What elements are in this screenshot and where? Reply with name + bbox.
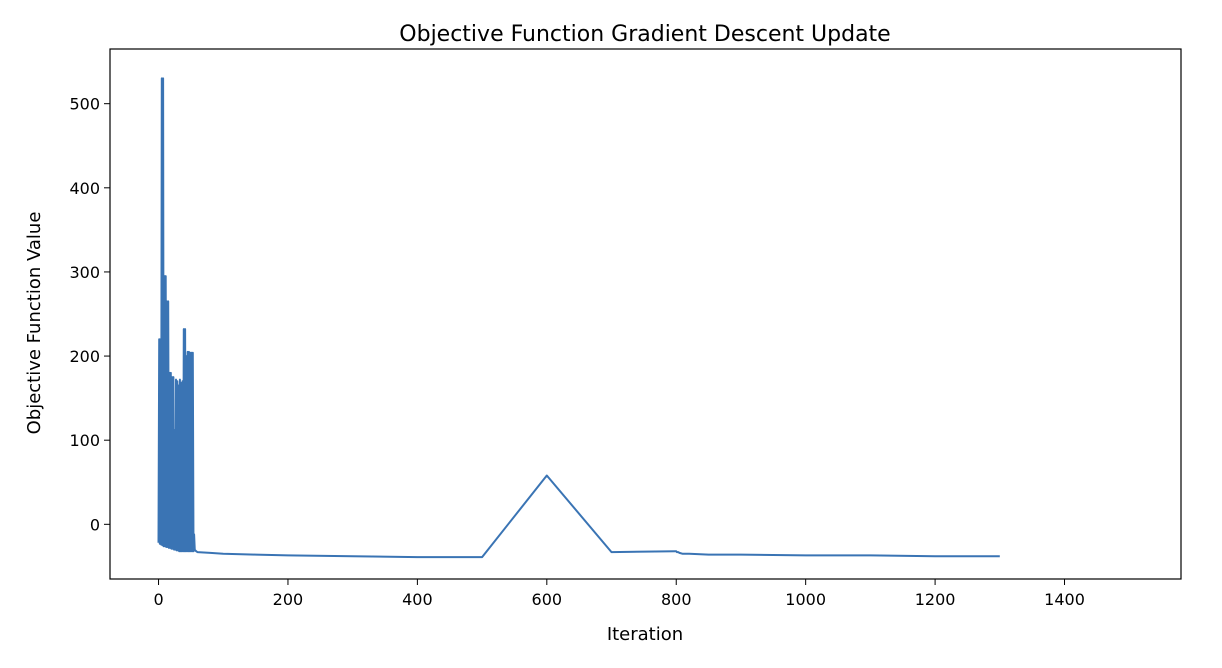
y-tick-label: 100 (69, 431, 100, 450)
y-axis-label: Objective Function Value (24, 212, 45, 435)
y-tick-label: 0 (90, 515, 100, 534)
x-tick-label: 1400 (1044, 590, 1085, 609)
x-tick-label: 800 (661, 590, 692, 609)
y-tick-label: 300 (69, 263, 100, 282)
x-tick-label: 200 (273, 590, 304, 609)
y-tick-label: 200 (69, 347, 100, 366)
series-objective-line (157, 77, 1000, 559)
x-axis-label: Iteration (607, 624, 683, 645)
chart-title: Objective Function Gradient Descent Upda… (399, 22, 890, 47)
y-axis-ticks: 0 100 200 300 400 500 (69, 95, 110, 534)
x-tick-label: 1200 (915, 590, 956, 609)
y-tick-label: 500 (69, 95, 100, 114)
x-tick-label: 600 (532, 590, 563, 609)
axes-frame (109, 48, 1182, 580)
x-axis-ticks: 0 200 400 600 800 1000 1200 1400 (153, 579, 1085, 609)
x-tick-label: 400 (402, 590, 433, 609)
x-tick-label: 1000 (785, 590, 826, 609)
x-tick-label: 0 (153, 590, 163, 609)
y-tick-label: 400 (69, 179, 100, 198)
plot-area (109, 48, 1182, 580)
